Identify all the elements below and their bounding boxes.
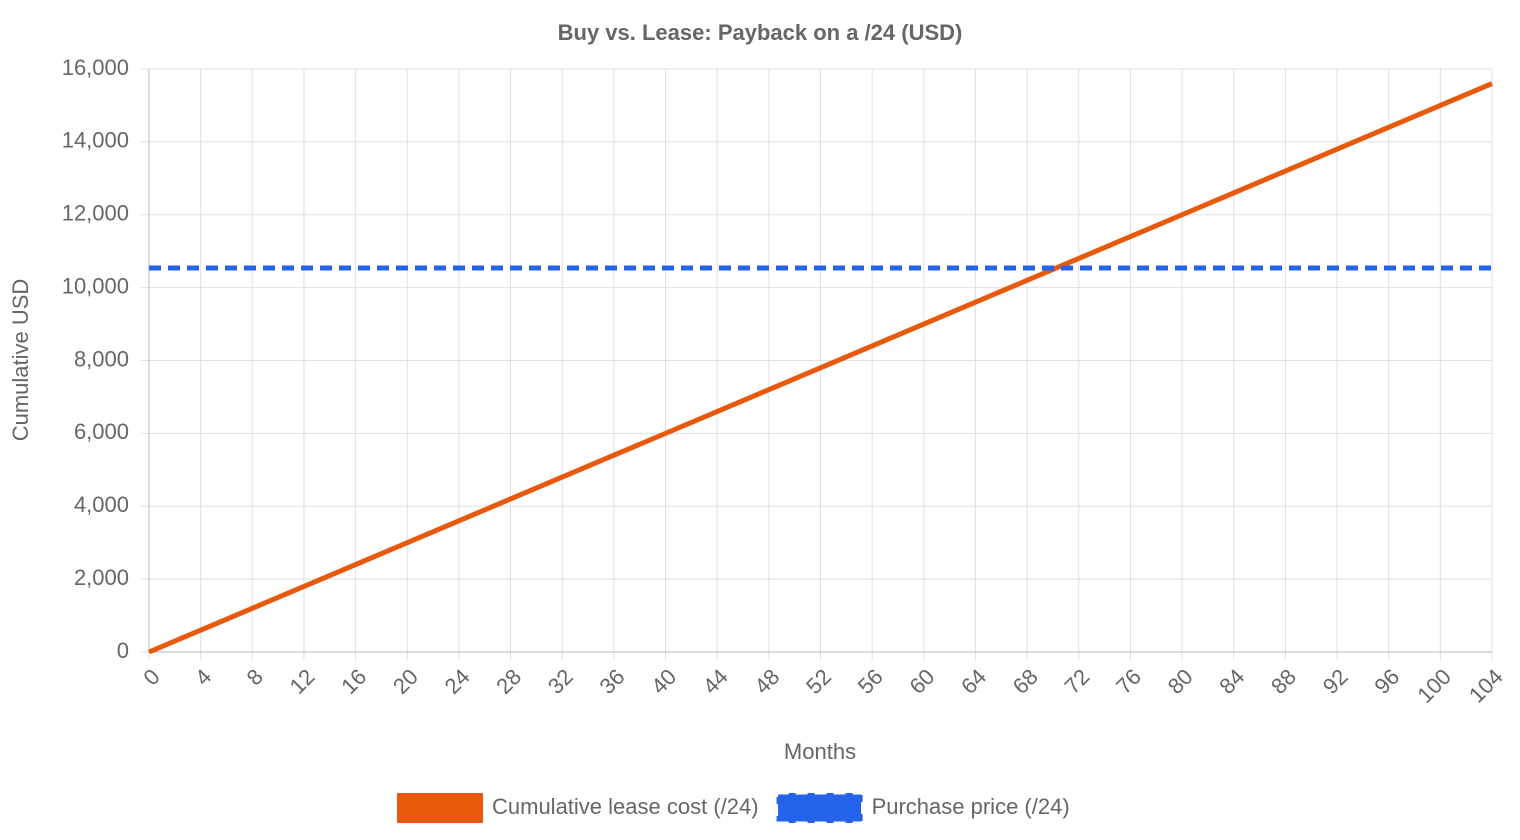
x-axis-title: Months [784, 739, 856, 764]
x-tick-label: 12 [285, 664, 320, 699]
legend-swatch [775, 791, 865, 825]
x-tick-label: 88 [1266, 664, 1301, 699]
x-tick-label: 32 [543, 664, 578, 699]
y-tick-label: 14,000 [62, 128, 129, 153]
x-tick-label: 76 [1111, 664, 1146, 699]
x-tick-label: 84 [1214, 664, 1249, 699]
legend-label: Cumulative lease cost (/24) [492, 794, 759, 819]
x-tick-label: 4 [190, 664, 216, 690]
x-tick-label: 68 [1008, 664, 1043, 699]
x-tick-label: 52 [801, 664, 836, 699]
x-tick-label: 0 [138, 664, 164, 690]
y-tick-label: 0 [117, 638, 129, 663]
x-tick-label: 16 [336, 664, 371, 699]
legend-label: Purchase price (/24) [872, 794, 1070, 819]
x-tick-label: 24 [440, 664, 475, 699]
y-tick-label: 16,000 [62, 55, 129, 80]
y-axis-title: Cumulative USD [8, 279, 33, 442]
y-tick-label: 6,000 [74, 419, 129, 444]
y-tick-label: 4,000 [74, 492, 129, 517]
x-tick-label: 80 [1163, 664, 1198, 699]
x-tick-label: 48 [750, 664, 785, 699]
x-tick-label: 100 [1412, 664, 1456, 708]
x-tick-label: 36 [595, 664, 630, 699]
x-tick-label: 96 [1369, 664, 1404, 699]
y-tick-label: 10,000 [62, 273, 129, 298]
x-tick-label: 64 [956, 664, 991, 699]
x-tick-label: 104 [1464, 664, 1508, 708]
chart-title: Buy vs. Lease: Payback on a /24 (USD) [558, 20, 963, 45]
y-tick-label: 2,000 [74, 565, 129, 590]
x-tick-label: 8 [242, 664, 268, 690]
x-tick-label: 20 [388, 664, 423, 699]
x-tick-label: 40 [646, 664, 681, 699]
x-tick-label: 72 [1059, 664, 1094, 699]
x-tick-label: 60 [904, 664, 939, 699]
x-tick-label: 28 [491, 664, 526, 699]
legend-swatch [397, 793, 483, 823]
x-tick-label: 56 [853, 664, 888, 699]
x-tick-label: 92 [1318, 664, 1353, 699]
x-tick-label: 44 [698, 664, 733, 699]
y-tick-label: 8,000 [74, 346, 129, 371]
series-line [148, 81, 1493, 655]
y-tick-label: 12,000 [62, 201, 129, 226]
